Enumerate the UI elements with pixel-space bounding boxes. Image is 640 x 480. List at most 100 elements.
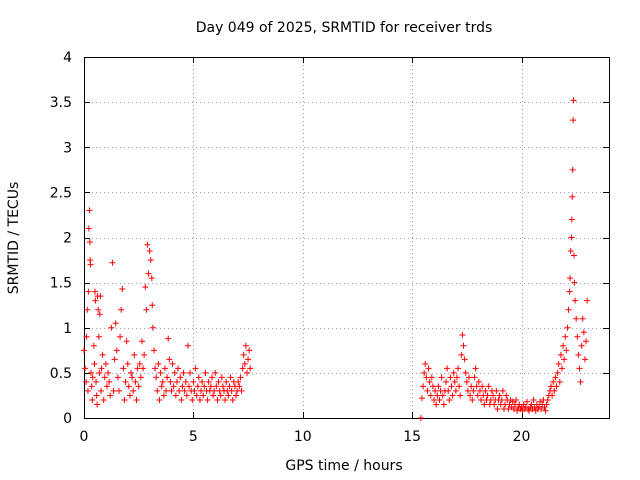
data-point bbox=[544, 396, 551, 403]
data-point bbox=[148, 275, 155, 282]
data-point bbox=[452, 387, 459, 394]
data-point bbox=[100, 396, 107, 403]
data-point bbox=[560, 342, 567, 349]
y-tick-label: 1 bbox=[63, 321, 72, 337]
data-point bbox=[493, 387, 500, 394]
data-point bbox=[226, 383, 233, 390]
data-point bbox=[450, 369, 457, 376]
data-point bbox=[444, 365, 451, 372]
data-point bbox=[112, 320, 119, 327]
data-point bbox=[130, 387, 137, 394]
data-point bbox=[218, 374, 225, 381]
data-point bbox=[557, 351, 564, 358]
data-point bbox=[446, 396, 453, 403]
data-point bbox=[468, 383, 475, 390]
y-tick-label: 1.5 bbox=[50, 276, 72, 292]
data-point bbox=[434, 392, 441, 399]
data-point bbox=[528, 401, 535, 408]
data-point bbox=[114, 374, 121, 381]
data-point bbox=[96, 369, 103, 376]
data-point bbox=[98, 387, 105, 394]
data-point bbox=[482, 387, 489, 394]
data-point bbox=[556, 378, 563, 385]
data-point bbox=[212, 369, 219, 376]
data-point bbox=[420, 383, 427, 390]
data-point bbox=[122, 378, 129, 385]
data-point bbox=[567, 248, 574, 255]
data-point bbox=[92, 297, 99, 304]
data-point bbox=[481, 401, 488, 408]
y-tick-label: 3.5 bbox=[50, 95, 72, 111]
data-point bbox=[85, 225, 92, 232]
data-point bbox=[567, 275, 574, 282]
data-point bbox=[242, 342, 249, 349]
data-point bbox=[158, 383, 165, 390]
data-point bbox=[217, 392, 224, 399]
data-point bbox=[571, 279, 578, 286]
data-point bbox=[106, 378, 113, 385]
data-point bbox=[81, 347, 87, 354]
data-point bbox=[435, 383, 442, 390]
data-point bbox=[129, 374, 136, 381]
data-point bbox=[184, 342, 191, 349]
data-point bbox=[186, 383, 192, 390]
data-point bbox=[107, 392, 114, 399]
data-point bbox=[460, 342, 467, 349]
data-point bbox=[85, 288, 92, 295]
data-point bbox=[121, 396, 128, 403]
data-point bbox=[98, 365, 105, 372]
data-point bbox=[133, 396, 140, 403]
data-point bbox=[467, 392, 474, 399]
data-point bbox=[123, 338, 130, 345]
data-point bbox=[429, 383, 436, 390]
data-point bbox=[568, 216, 575, 223]
data-point bbox=[200, 392, 207, 399]
data-point bbox=[108, 324, 115, 331]
x-axis-label: GPS time / hours bbox=[285, 458, 402, 474]
data-point bbox=[163, 387, 170, 394]
data-point bbox=[240, 351, 247, 358]
data-point bbox=[196, 396, 203, 403]
x-tick-label: 15 bbox=[403, 429, 421, 445]
data-point bbox=[494, 405, 501, 412]
y-tick-label: 0.5 bbox=[50, 366, 72, 382]
data-point bbox=[432, 387, 439, 394]
data-point bbox=[458, 351, 465, 358]
data-point bbox=[436, 396, 443, 403]
data-point bbox=[136, 360, 143, 367]
data-point bbox=[571, 252, 577, 259]
data-point bbox=[105, 369, 112, 376]
data-point bbox=[577, 378, 584, 385]
data-point bbox=[215, 378, 222, 385]
data-point bbox=[120, 365, 127, 372]
data-point bbox=[202, 369, 209, 376]
data-point bbox=[247, 365, 254, 372]
data-point bbox=[418, 395, 425, 402]
data-point bbox=[584, 297, 591, 304]
data-point bbox=[549, 392, 556, 399]
data-point bbox=[153, 374, 160, 381]
data-point bbox=[204, 396, 211, 403]
data-point bbox=[476, 387, 483, 394]
y-tick-labels: 0 0.5 1 1.5 2 2.5 3 3.5 4 bbox=[50, 50, 72, 427]
data-point bbox=[552, 374, 559, 381]
data-point bbox=[208, 374, 215, 381]
y-tick-label: 2.5 bbox=[50, 185, 72, 201]
data-point bbox=[213, 383, 220, 390]
data-point bbox=[223, 378, 230, 385]
data-point bbox=[433, 401, 440, 408]
data-point bbox=[135, 383, 142, 390]
data-point bbox=[157, 369, 164, 376]
data-point bbox=[490, 392, 497, 399]
data-point bbox=[101, 374, 108, 381]
x-tick-labels: 0 5 10 15 20 bbox=[80, 429, 531, 445]
data-point bbox=[132, 378, 139, 385]
data-point bbox=[166, 356, 173, 363]
data-point bbox=[177, 374, 184, 381]
data-point bbox=[199, 378, 206, 385]
data-point bbox=[97, 293, 104, 300]
data-point bbox=[227, 374, 234, 381]
data-point bbox=[581, 356, 588, 363]
data-point bbox=[181, 387, 188, 394]
